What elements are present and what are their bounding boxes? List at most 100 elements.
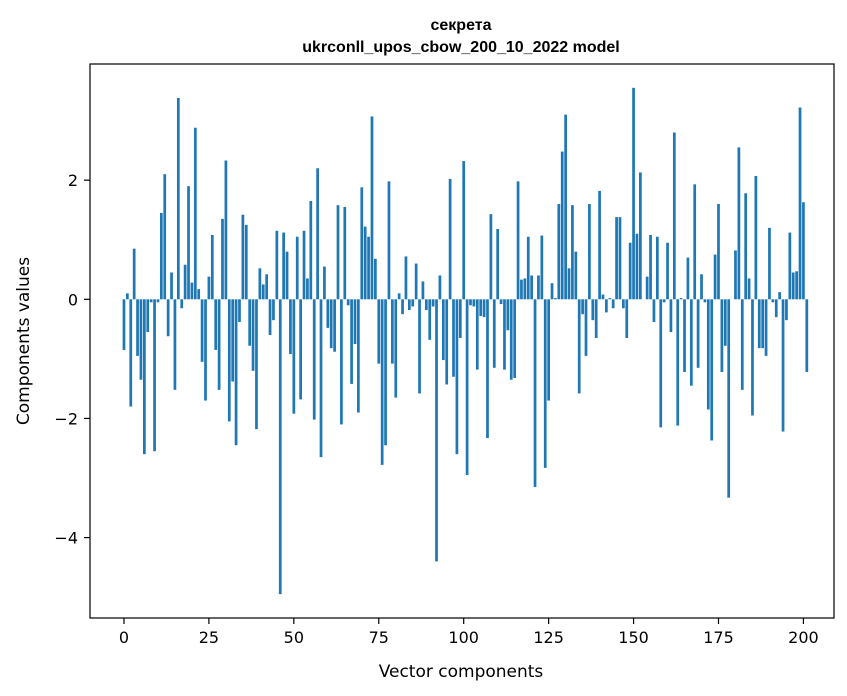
x-tick-label: 0: [119, 628, 129, 647]
bar: [496, 229, 500, 300]
bar: [312, 299, 316, 420]
bar: [530, 275, 533, 300]
bar: [740, 299, 744, 390]
y-tick-label: −4: [54, 529, 78, 548]
bar: [706, 299, 710, 410]
bar: [618, 217, 622, 300]
bar: [679, 298, 683, 300]
bar: [173, 299, 177, 390]
bar: [363, 226, 367, 300]
bar: [428, 299, 432, 340]
bar: [404, 256, 408, 300]
bar: [608, 298, 612, 300]
y-tick-label: −2: [54, 409, 78, 428]
x-tick-label: 50: [284, 628, 304, 647]
bar: [272, 299, 275, 321]
bar: [713, 254, 717, 300]
bar: [166, 299, 170, 337]
bar: [533, 299, 537, 487]
bar: [438, 275, 442, 300]
bar: [384, 299, 387, 446]
x-axis-ticks: 0 25 50 75 100 125 150 175 200: [119, 618, 819, 647]
y-axis-label: Components values: [14, 257, 34, 425]
bar: [214, 299, 218, 350]
bar: [122, 299, 126, 350]
bar: [285, 251, 289, 300]
bar: [367, 236, 370, 300]
bar: [771, 299, 775, 303]
bar: [581, 299, 584, 315]
bar: [407, 299, 411, 311]
bar: [669, 299, 673, 333]
bar: [227, 299, 231, 422]
x-tick-label: 175: [703, 628, 734, 647]
bar: [455, 299, 459, 455]
bar: [452, 299, 455, 377]
bar: [370, 116, 374, 300]
bar: [659, 299, 663, 428]
bar: [645, 276, 649, 300]
bar: [309, 201, 313, 300]
bar: [340, 299, 343, 425]
bar: [588, 203, 591, 300]
bar: [584, 299, 588, 356]
bar: [479, 299, 483, 316]
bar: [605, 299, 608, 313]
bar: [136, 299, 139, 356]
bar: [700, 274, 703, 300]
bar: [224, 160, 228, 300]
bar: [441, 299, 445, 361]
bar: [234, 299, 238, 446]
bar: [435, 299, 438, 562]
bar: [564, 114, 567, 300]
bar: [723, 299, 727, 346]
bar: [292, 299, 296, 414]
bar: [598, 190, 601, 300]
bar: [611, 299, 615, 309]
bar: [343, 206, 347, 300]
bar: [703, 299, 707, 303]
bar: [543, 299, 547, 468]
bar: [149, 299, 153, 303]
bar: [336, 205, 340, 300]
bar: [180, 299, 184, 309]
bar: [346, 299, 350, 306]
bar: [574, 251, 578, 300]
bar: [764, 299, 768, 356]
bar: [778, 292, 781, 300]
bar: [163, 174, 167, 300]
bar: [414, 263, 418, 300]
bar: [720, 299, 724, 372]
bar: [601, 294, 605, 300]
bar: [594, 299, 598, 339]
bar: [289, 299, 292, 355]
bar: [462, 161, 466, 300]
bar: [737, 147, 741, 300]
bar: [143, 299, 146, 455]
bar: [397, 293, 401, 300]
bar: [560, 151, 564, 300]
bar: [374, 258, 377, 300]
bar: [350, 299, 353, 384]
bar: [261, 284, 265, 300]
bars-group: [122, 87, 809, 595]
bar: [486, 299, 489, 439]
bar: [781, 299, 785, 432]
bar: [238, 299, 241, 322]
bar: [421, 281, 425, 300]
bar: [424, 299, 428, 311]
bar: [489, 214, 493, 300]
bar: [153, 299, 156, 452]
bar: [333, 299, 336, 352]
bar: [323, 266, 326, 300]
bar: [554, 298, 557, 300]
bar: [265, 274, 269, 300]
bar: [391, 299, 394, 364]
y-tick-label: 0: [68, 290, 78, 309]
x-axis-label: Vector components: [379, 662, 544, 682]
bar: [187, 186, 190, 300]
bar: [465, 299, 469, 476]
bar: [567, 268, 571, 300]
bar: [200, 299, 204, 362]
